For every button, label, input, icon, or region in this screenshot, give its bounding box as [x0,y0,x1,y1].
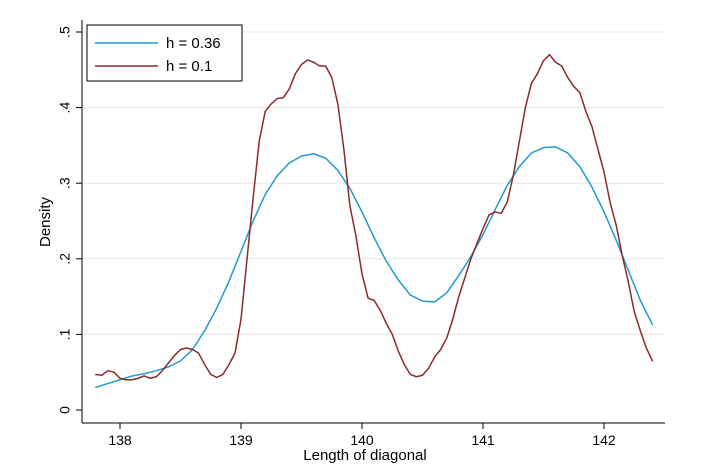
y-tick-label-4: .4 [57,102,73,114]
y-tick-label-1: .1 [57,328,73,340]
legend-label-h036: h = 0.36 [166,35,221,52]
x-axis-title: Length of diagonal [303,447,426,464]
series-line-1 [95,53,654,381]
x-tick-label-1: 139 [229,432,253,448]
series-line-0 [95,146,654,389]
x-ticks: 138 139 140 141 142 [108,423,616,448]
y-tick-label-0: 0 [57,406,73,414]
y-axis-title: Density [37,196,54,247]
legend-box [86,24,243,82]
legend-label-h01: h = 0.1 [166,58,212,75]
series-lines [95,53,654,389]
axes [81,20,665,424]
y-tick-label-5: .5 [57,26,73,38]
y-tick-label-2: .2 [57,253,73,265]
legend: h = 0.36 h = 0.1 [86,24,243,82]
x-tick-label-2: 140 [350,432,374,448]
x-tick-label-0: 138 [108,432,132,448]
y-tick-label-3: .3 [57,177,73,189]
grid-lines [83,31,665,335]
y-ticks: 0 .1 .2 .3 .4 .5 [57,26,82,414]
x-tick-label-3: 141 [471,432,495,448]
x-tick-label-4: 142 [592,432,616,448]
